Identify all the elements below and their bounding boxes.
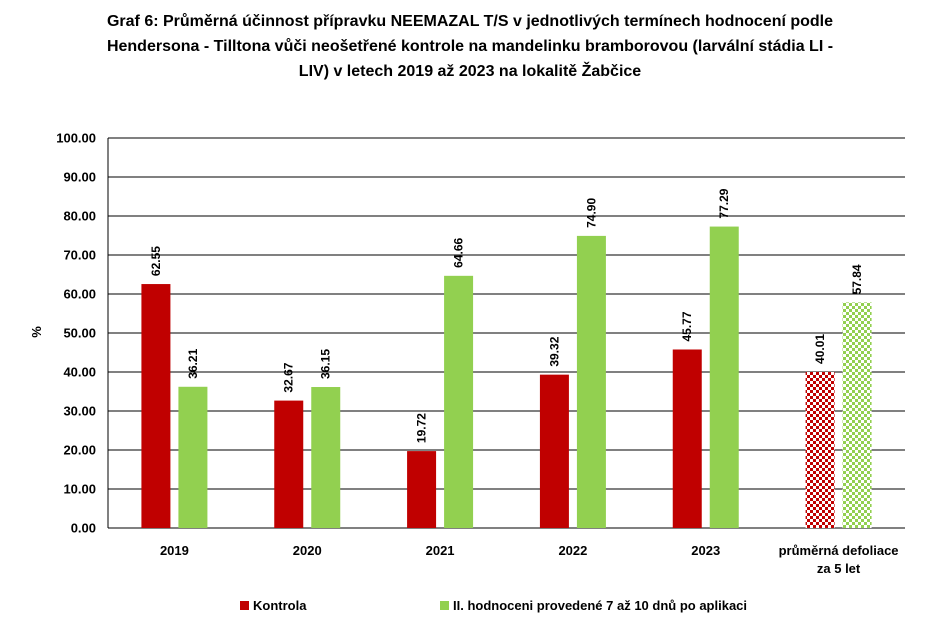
y-tick-label: 100.00 (56, 131, 96, 146)
data-label: 32.67 (282, 362, 296, 392)
legend-item-second-evaluation: II. hodnoceni provedené 7 až 10 dnů po a… (440, 598, 747, 613)
bar-kontrola (141, 284, 171, 528)
x-tick-label: průměrná defoliace za 5 let (779, 543, 899, 576)
y-tick-label: 90.00 (63, 170, 96, 185)
y-tick-label: 0.00 (71, 521, 96, 536)
data-label: 36.21 (186, 348, 200, 378)
data-label: 19.72 (415, 413, 429, 443)
chart-title-line-2: Hendersona - Tilltona vůči neošetřené ko… (106, 38, 834, 55)
y-tick-label: 40.00 (63, 365, 96, 380)
data-label: 74.90 (584, 198, 598, 228)
bar-second-evaluation (709, 226, 739, 528)
bar-second-evaluation (178, 386, 208, 528)
bar-kontrola (539, 374, 569, 528)
data-label: 39.32 (547, 336, 561, 366)
y-tick-label: 80.00 (63, 209, 96, 224)
y-tick-label: 30.00 (63, 404, 96, 419)
bar-kontrola (407, 451, 437, 528)
bar-second-evaluation (842, 302, 872, 528)
data-label: 36.15 (319, 349, 333, 379)
y-tick-label: 20.00 (63, 443, 96, 458)
legend-swatch-second-evaluation (440, 601, 449, 610)
bar-kontrola (672, 349, 702, 528)
y-axis-title: % (29, 326, 44, 338)
chart-title-line-1: Graf 6: Průměrná účinnost přípravku NEEM… (106, 13, 834, 30)
y-tick-label: 70.00 (63, 248, 96, 263)
data-label: 57.84 (850, 264, 864, 294)
legend-label-second-evaluation: II. hodnoceni provedené 7 až 10 dnů po a… (453, 598, 748, 613)
legend-label-kontrola: Kontrola (253, 598, 307, 613)
data-label: 45.77 (680, 311, 694, 341)
x-tick-label: 2023 (691, 543, 720, 558)
bar-second-evaluation (576, 235, 606, 528)
data-label: 40.01 (813, 334, 827, 364)
bar-second-evaluation (311, 387, 341, 528)
bar-kontrola (805, 371, 835, 528)
y-tick-label: 60.00 (63, 287, 96, 302)
data-label: 62.55 (149, 246, 163, 276)
chart-title-line-3: LIV) v letech 2019 až 2023 na lokalitě Ž… (298, 63, 642, 80)
y-tick-label: 10.00 (63, 482, 96, 497)
y-tick-label: 50.00 (63, 326, 96, 341)
legend-item-kontrola: Kontrola (240, 598, 306, 613)
x-tick-label: 2020 (293, 543, 322, 558)
bar-second-evaluation (444, 275, 474, 528)
chart-title: Graf 6: Průměrná účinnost přípravku NEEM… (90, 9, 850, 84)
data-label: 77.29 (717, 188, 731, 218)
legend-swatch-kontrola (240, 601, 249, 610)
x-tick-label: 2022 (558, 543, 587, 558)
x-tick-label: 2021 (426, 543, 455, 558)
data-label: 64.66 (452, 237, 466, 267)
x-tick-label: 2019 (160, 543, 189, 558)
bar-kontrola (274, 400, 304, 528)
